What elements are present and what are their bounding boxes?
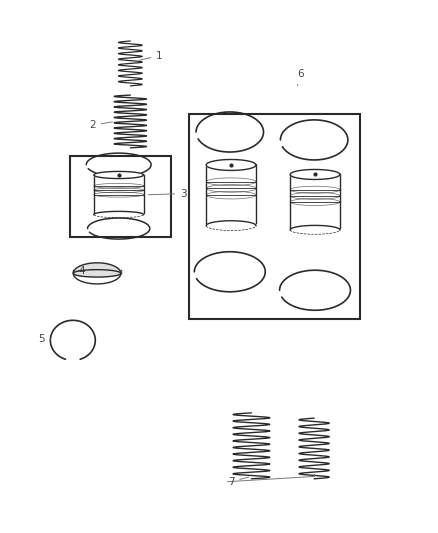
- Text: 6: 6: [297, 69, 304, 85]
- Text: 2: 2: [89, 120, 113, 130]
- Polygon shape: [206, 159, 256, 171]
- Text: 7: 7: [228, 477, 249, 487]
- Text: 1: 1: [140, 51, 163, 61]
- Bar: [70, 156, 171, 238]
- Polygon shape: [73, 270, 121, 277]
- Polygon shape: [94, 175, 144, 212]
- Polygon shape: [94, 172, 144, 179]
- Text: 5: 5: [38, 334, 51, 344]
- Polygon shape: [290, 169, 340, 180]
- Bar: [189, 114, 360, 319]
- Polygon shape: [206, 165, 256, 221]
- Text: 3: 3: [148, 189, 187, 199]
- Text: 4: 4: [78, 266, 85, 276]
- Polygon shape: [290, 174, 340, 225]
